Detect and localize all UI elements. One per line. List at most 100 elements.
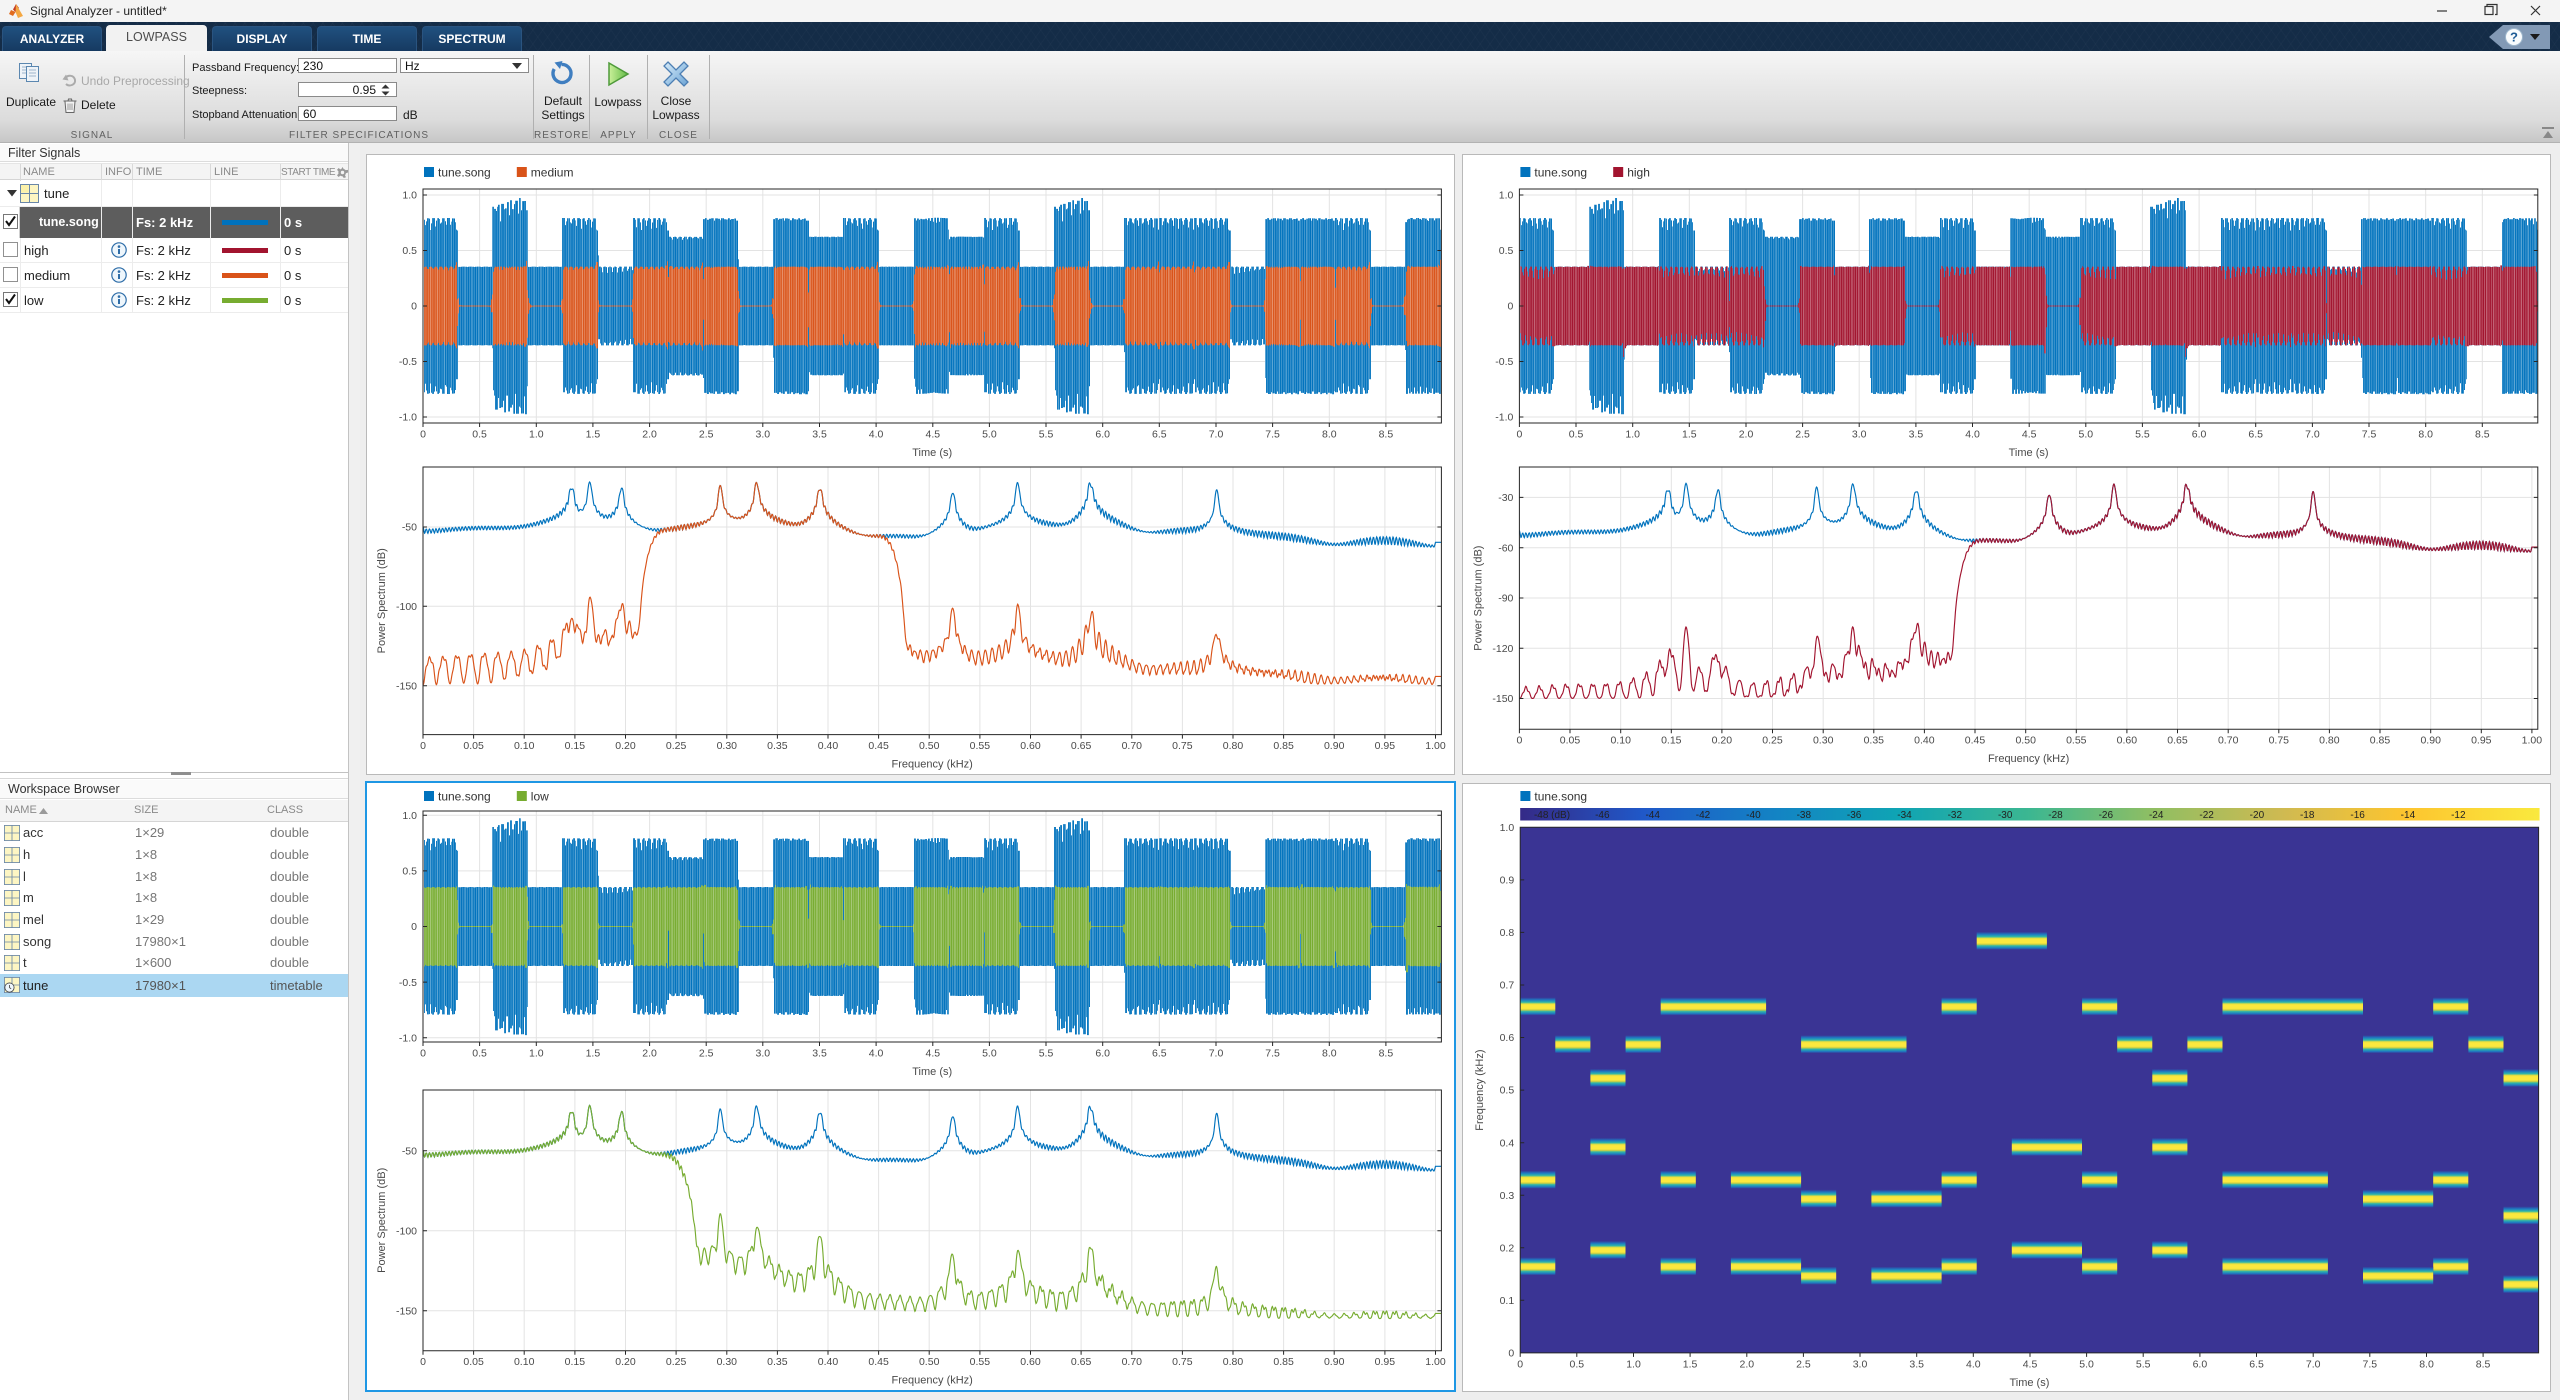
svg-text:4.5: 4.5 — [925, 1048, 940, 1060]
svg-text:0.10: 0.10 — [514, 740, 535, 752]
svg-text:0.20: 0.20 — [615, 740, 636, 752]
svg-text:low: low — [531, 790, 549, 804]
svg-text:-46: -46 — [1595, 810, 1610, 821]
svg-text:0: 0 — [420, 1356, 426, 1368]
svg-text:high: high — [1627, 166, 1650, 180]
svg-text:-1.0: -1.0 — [399, 412, 417, 424]
svg-text:Frequency (kHz): Frequency (kHz) — [1988, 753, 2069, 765]
svg-text:0.70: 0.70 — [1122, 740, 1143, 752]
svg-text:8.0: 8.0 — [2419, 1358, 2434, 1370]
svg-text:-20: -20 — [2250, 810, 2265, 821]
svg-text:6.5: 6.5 — [2249, 1358, 2264, 1370]
svg-text:0: 0 — [1516, 735, 1522, 747]
svg-text:5.0: 5.0 — [2078, 429, 2093, 441]
svg-text:4.0: 4.0 — [1966, 1358, 1981, 1370]
svg-text:-26: -26 — [2099, 810, 2114, 821]
svg-text:0.25: 0.25 — [666, 740, 687, 752]
svg-text:0.05: 0.05 — [463, 1356, 484, 1368]
svg-text:5.0: 5.0 — [2079, 1358, 2094, 1370]
svg-text:7.0: 7.0 — [1209, 1048, 1224, 1060]
svg-text:0.6: 0.6 — [1500, 1032, 1515, 1044]
svg-text:Power Spectrum (dB): Power Spectrum (dB) — [376, 548, 388, 653]
svg-text:0.7: 0.7 — [1500, 980, 1515, 992]
svg-text:Frequency (kHz): Frequency (kHz) — [1474, 1049, 1486, 1130]
svg-text:0: 0 — [1517, 1358, 1523, 1370]
svg-text:0.50: 0.50 — [919, 1356, 940, 1368]
svg-text:Time (s): Time (s) — [2009, 1377, 2049, 1389]
svg-text:-48 (dB): -48 (dB) — [1534, 810, 1570, 821]
svg-text:0: 0 — [420, 429, 426, 441]
svg-text:6.0: 6.0 — [2192, 429, 2207, 441]
svg-text:1.00: 1.00 — [1425, 1356, 1446, 1368]
svg-text:Power Spectrum (dB): Power Spectrum (dB) — [1472, 546, 1484, 651]
svg-text:0.60: 0.60 — [1020, 740, 1041, 752]
svg-text:Frequency (kHz): Frequency (kHz) — [892, 1375, 973, 1387]
svg-text:0.5: 0.5 — [472, 429, 487, 441]
svg-text:0.55: 0.55 — [970, 1356, 991, 1368]
svg-text:0.70: 0.70 — [2218, 735, 2239, 747]
svg-text:0.05: 0.05 — [1560, 735, 1581, 747]
svg-text:0.85: 0.85 — [1273, 740, 1294, 752]
svg-text:0.55: 0.55 — [2066, 735, 2087, 747]
svg-text:1.5: 1.5 — [1682, 429, 1697, 441]
svg-text:0.4: 0.4 — [1500, 1137, 1515, 1149]
svg-text:-40: -40 — [1746, 810, 1761, 821]
svg-text:0.30: 0.30 — [717, 1356, 738, 1368]
svg-text:7.5: 7.5 — [1265, 429, 1280, 441]
svg-text:7.0: 7.0 — [2306, 1358, 2321, 1370]
svg-text:0.95: 0.95 — [2471, 735, 2492, 747]
svg-text:8.5: 8.5 — [1379, 1048, 1394, 1060]
svg-text:0.5: 0.5 — [1569, 429, 1584, 441]
svg-text:0.5: 0.5 — [472, 1048, 487, 1060]
svg-text:8.5: 8.5 — [1379, 429, 1394, 441]
svg-text:5.5: 5.5 — [1039, 1048, 1054, 1060]
svg-text:-18: -18 — [2300, 810, 2315, 821]
svg-text:0.80: 0.80 — [2319, 735, 2340, 747]
svg-text:0: 0 — [1508, 1348, 1514, 1360]
svg-text:-50: -50 — [402, 1145, 417, 1157]
svg-text:-14: -14 — [2401, 810, 2416, 821]
svg-text:4.5: 4.5 — [2022, 429, 2037, 441]
svg-text:-120: -120 — [1492, 643, 1513, 655]
svg-text:6.5: 6.5 — [1152, 1048, 1167, 1060]
svg-text:0.50: 0.50 — [919, 740, 940, 752]
svg-text:Time (s): Time (s) — [2009, 447, 2049, 459]
svg-text:0.45: 0.45 — [868, 740, 889, 752]
svg-text:Power Spectrum (dB): Power Spectrum (dB) — [376, 1168, 388, 1273]
svg-text:-0.5: -0.5 — [399, 977, 417, 989]
svg-text:0.85: 0.85 — [2370, 735, 2391, 747]
svg-text:0.65: 0.65 — [1071, 740, 1092, 752]
svg-text:tune.song: tune.song — [438, 790, 491, 804]
svg-text:0: 0 — [1516, 429, 1522, 441]
svg-text:-24: -24 — [2149, 810, 2164, 821]
svg-text:0.3: 0.3 — [1500, 1190, 1515, 1202]
svg-text:0.40: 0.40 — [1914, 735, 1935, 747]
svg-text:0.5: 0.5 — [1499, 245, 1514, 257]
svg-text:-100: -100 — [396, 1225, 417, 1237]
svg-text:Time (s): Time (s) — [912, 447, 952, 459]
svg-text:0.90: 0.90 — [1324, 1356, 1345, 1368]
svg-text:1.0: 1.0 — [1499, 190, 1514, 202]
svg-text:0.10: 0.10 — [514, 1356, 535, 1368]
svg-text:0.25: 0.25 — [1762, 735, 1783, 747]
svg-text:8.0: 8.0 — [1322, 1048, 1337, 1060]
svg-text:1.00: 1.00 — [2522, 735, 2543, 747]
svg-text:-150: -150 — [396, 1305, 417, 1317]
svg-text:-0.5: -0.5 — [1495, 356, 1513, 368]
svg-text:2.0: 2.0 — [642, 1048, 657, 1060]
svg-text:8.0: 8.0 — [2418, 429, 2433, 441]
svg-text:5.5: 5.5 — [2135, 429, 2150, 441]
svg-text:0.25: 0.25 — [666, 1356, 687, 1368]
svg-text:-44: -44 — [1645, 810, 1660, 821]
svg-text:2.5: 2.5 — [1796, 1358, 1811, 1370]
svg-text:-28: -28 — [2048, 810, 2063, 821]
svg-text:-50: -50 — [402, 522, 417, 534]
svg-text:0.45: 0.45 — [868, 1356, 889, 1368]
svg-text:0.15: 0.15 — [565, 740, 586, 752]
svg-text:0.95: 0.95 — [1375, 740, 1396, 752]
svg-text:5.0: 5.0 — [982, 1048, 997, 1060]
svg-text:0.30: 0.30 — [717, 740, 738, 752]
svg-text:tune.song: tune.song — [438, 166, 491, 180]
svg-text:4.0: 4.0 — [869, 1048, 884, 1060]
svg-text:0.20: 0.20 — [615, 1356, 636, 1368]
